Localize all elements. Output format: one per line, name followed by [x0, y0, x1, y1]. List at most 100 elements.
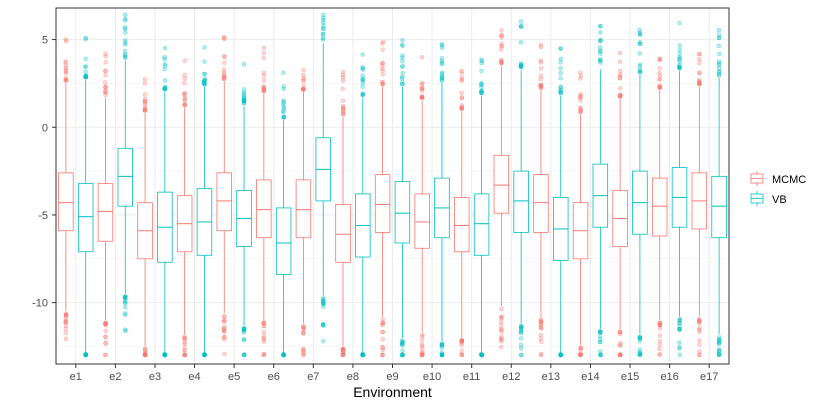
outlier-point: [321, 15, 326, 21]
outlier-point: [578, 352, 584, 357]
outlier-point: [63, 59, 68, 65]
outlier-point: [657, 70, 662, 76]
outlier-point: [439, 58, 445, 64]
outlier-point: [360, 92, 366, 97]
outlier-point: [578, 106, 583, 111]
outlier-point: [637, 352, 643, 357]
outlier-point: [202, 352, 207, 358]
outlier-point: [597, 329, 603, 335]
outlier-point: [142, 352, 148, 358]
outlier-point: [538, 351, 544, 357]
outlier-point: [637, 41, 643, 47]
outlier-point: [419, 95, 425, 100]
outlier-point: [222, 334, 227, 340]
outlier-point: [83, 352, 88, 357]
outlier-point: [380, 322, 385, 328]
outlier-point: [241, 352, 247, 358]
outlier-point: [202, 352, 207, 358]
outlier-point: [201, 78, 207, 84]
outlier-point: [697, 60, 702, 66]
outlier-point: [360, 73, 365, 79]
outlier-point: [598, 45, 603, 50]
outlier-point: [380, 41, 385, 46]
outlier-point: [123, 55, 128, 60]
box-iqr: [414, 193, 430, 249]
outlier-point: [597, 23, 603, 29]
box-vb-e13: [553, 46, 569, 358]
outlier-point: [420, 337, 425, 342]
outlier-point: [202, 81, 207, 87]
outlier-point: [380, 317, 386, 322]
outlier-point: [221, 74, 227, 79]
outlier-point: [499, 47, 504, 52]
outlier-point: [103, 90, 108, 95]
outlier-point: [380, 66, 385, 72]
outlier-point: [162, 56, 167, 62]
outlier-point: [103, 320, 109, 326]
outlier-point: [400, 341, 405, 346]
outlier-point: [281, 352, 286, 358]
outlier-point: [202, 352, 207, 358]
outlier-point: [696, 82, 702, 87]
outlier-point: [261, 329, 267, 335]
outlier-point: [281, 101, 286, 106]
outlier-point: [182, 336, 187, 342]
outlier-point: [400, 339, 405, 345]
outlier-point: [697, 56, 702, 62]
outlier-point: [479, 90, 484, 95]
outlier-point: [281, 98, 286, 103]
outlier-point: [637, 40, 643, 45]
legend-label-vb: VB: [772, 194, 787, 206]
outlier-point: [598, 38, 603, 43]
outlier-point: [479, 352, 485, 358]
outlier-point: [301, 324, 306, 329]
outlier-point: [419, 85, 425, 91]
outlier-point: [439, 352, 445, 358]
outlier-point: [162, 87, 167, 92]
outlier-point: [142, 352, 148, 358]
outlier-point: [182, 340, 187, 345]
outlier-point: [400, 352, 405, 358]
outlier-point: [538, 317, 544, 322]
outlier-point: [677, 59, 683, 65]
outlier-point: [499, 327, 504, 333]
outlier-point: [320, 31, 326, 37]
outlier-point: [598, 330, 603, 335]
outlier-point: [340, 346, 345, 352]
outlier-point: [696, 327, 702, 333]
outliers: [558, 46, 564, 358]
outlier-point: [519, 352, 524, 358]
outlier-point: [498, 322, 504, 328]
outlier-point: [241, 96, 247, 101]
outlier-point: [380, 320, 386, 326]
outlier-point: [518, 336, 524, 341]
outlier-point: [281, 352, 286, 358]
outlier-point: [122, 55, 128, 60]
outlier-point: [538, 85, 544, 90]
outlier-point: [479, 352, 484, 357]
y-tick-label: -5: [38, 210, 48, 222]
outlier-point: [558, 352, 563, 357]
outlier-point: [122, 327, 128, 332]
outlier-point: [558, 89, 563, 95]
outlier-point: [202, 352, 207, 358]
outlier-point: [400, 352, 405, 358]
outlier-point: [439, 352, 445, 358]
box-iqr: [651, 177, 668, 237]
outlier-point: [221, 36, 227, 41]
box-vb-e2: [117, 12, 134, 334]
outlier-point: [439, 78, 445, 83]
outlier-point: [241, 327, 247, 333]
outlier-point: [261, 352, 267, 357]
outlier-point: [122, 304, 128, 310]
outlier-point: [677, 320, 682, 326]
outlier-point: [202, 352, 207, 357]
outlier-point: [360, 352, 365, 357]
outlier-point: [657, 66, 662, 71]
outlier-point: [202, 59, 207, 64]
outlier-point: [578, 93, 583, 99]
outliers: [419, 54, 425, 358]
outlier-point: [538, 58, 543, 63]
outlier-point: [321, 300, 326, 305]
outlier-point: [360, 65, 365, 70]
